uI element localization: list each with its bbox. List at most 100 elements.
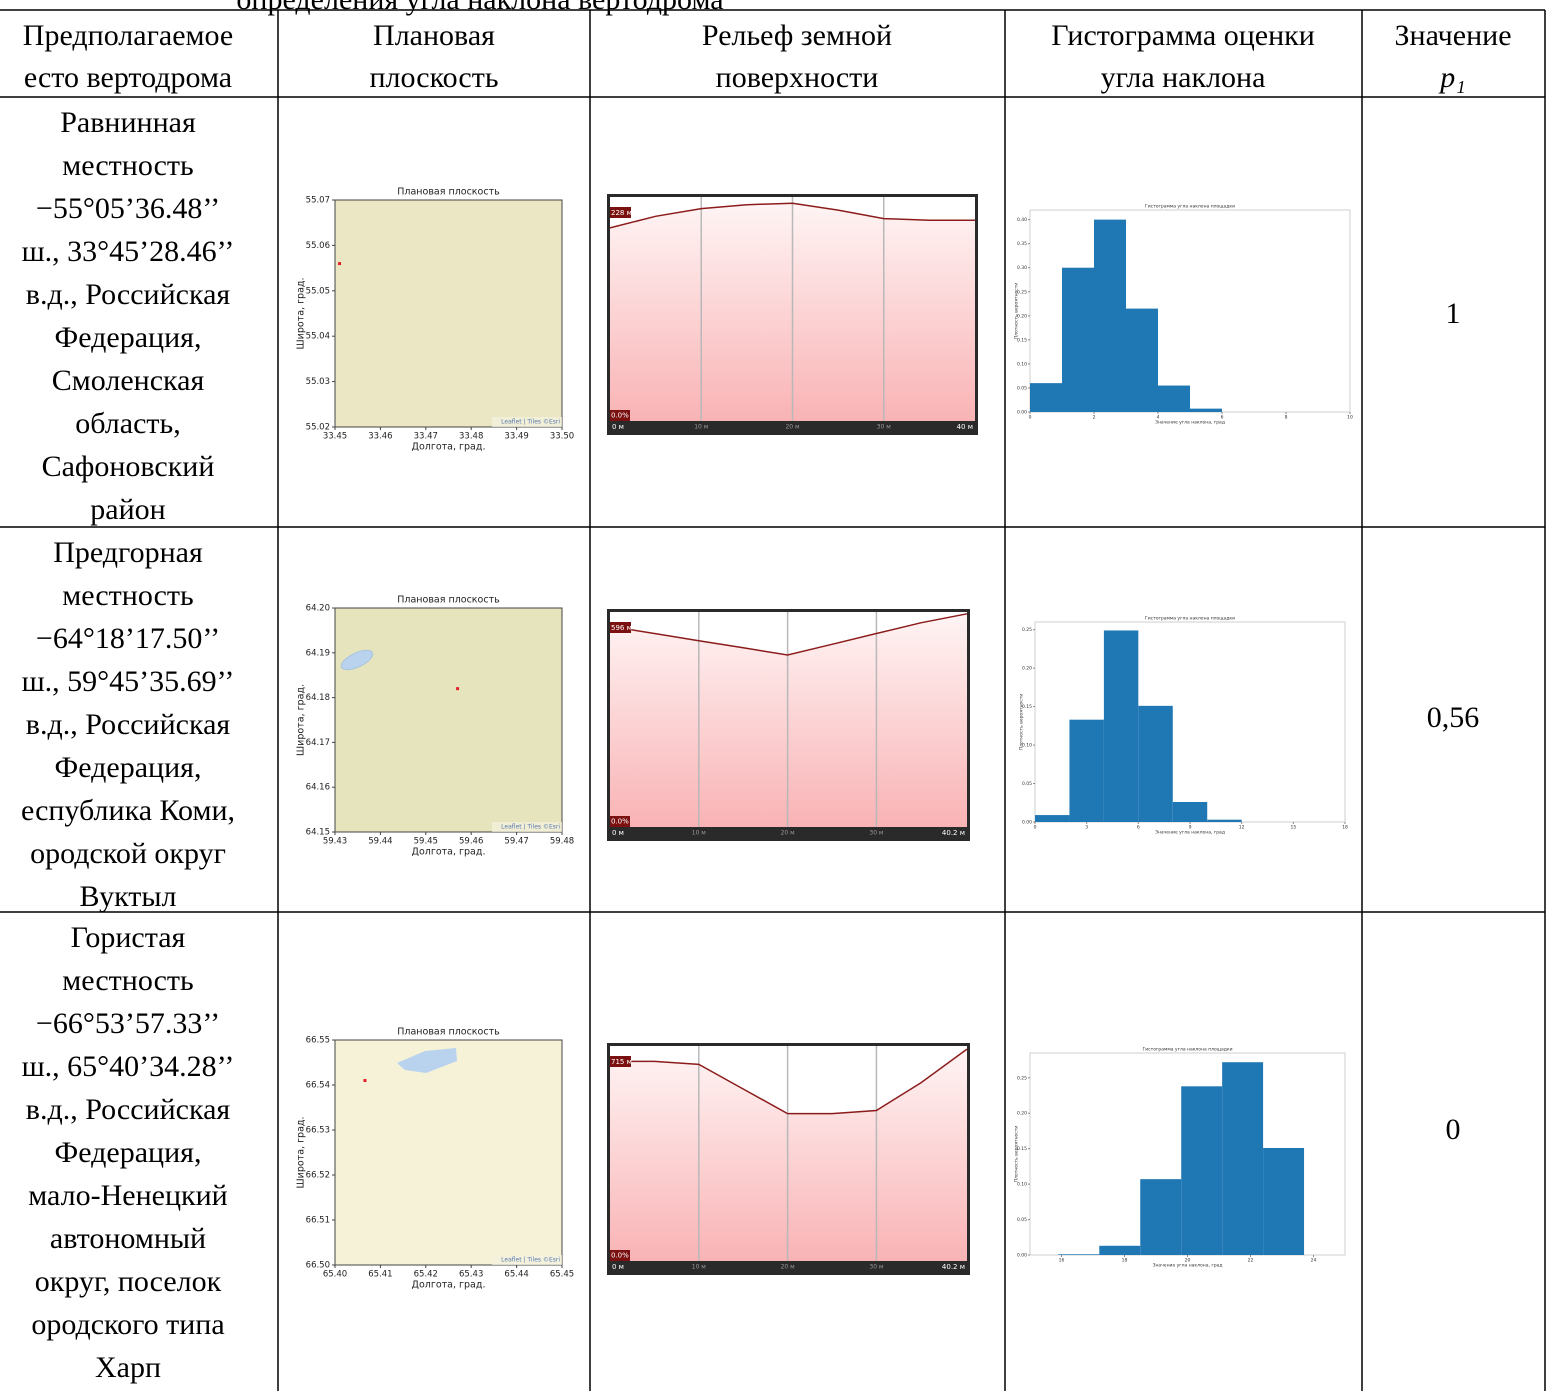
y-tick-label: 0.20 xyxy=(1022,666,1032,672)
y-tick-label: 64.16 xyxy=(306,783,330,793)
location-line: Федерация, xyxy=(55,751,202,784)
hist-bar xyxy=(1181,1086,1222,1255)
attribution: Leaflet | Tiles ©Esri xyxy=(501,419,560,426)
y-tick-label: 55.05 xyxy=(306,286,330,296)
x-tick-label: 6 xyxy=(1137,825,1140,831)
location-line: округ, поселок xyxy=(35,1265,222,1298)
x-tick-label: 40.2 м xyxy=(942,829,965,837)
location-line: Федерация, xyxy=(55,321,202,354)
y-tick-label: 55.06 xyxy=(306,241,330,251)
y-tick-label: 66.52 xyxy=(306,1171,330,1181)
hist-title: Гистограмма угла наклона площадки xyxy=(1145,204,1235,210)
y-tick-label: 66.53 xyxy=(306,1126,330,1136)
x-tick-label: 18 xyxy=(1122,1258,1128,1264)
y-axis-label: Плотность вероятности xyxy=(1019,694,1025,751)
map-tiles xyxy=(335,1040,562,1265)
hist-bar xyxy=(1035,815,1069,822)
header-cell: угла наклона xyxy=(1101,61,1266,94)
x-tick-label: 10 м xyxy=(692,1264,706,1271)
header-cell: Предполагаемое xyxy=(23,19,233,52)
x-tick-label: 33.47 xyxy=(414,432,438,442)
location-line: Сафоновский xyxy=(42,450,215,483)
x-axis-label: Долгота, град. xyxy=(412,1280,486,1291)
y-tick-label: 0.05 xyxy=(1022,781,1032,787)
x-tick-label: 0 м xyxy=(612,829,624,837)
x-tick-label: 40 м xyxy=(957,423,973,431)
x-tick-label: 16 xyxy=(1059,1258,1065,1264)
header-cell: Рельеф земной xyxy=(702,19,892,52)
hist-bar xyxy=(1222,1062,1263,1255)
attribution: Leaflet | Tiles ©Esri xyxy=(501,824,560,831)
header-cell: Гистограмма оценки xyxy=(1051,19,1315,52)
x-tick-label: 65.44 xyxy=(504,1270,528,1280)
x-tick-label: 33.48 xyxy=(459,432,483,442)
y-axis-label: Широта, град. xyxy=(296,684,307,756)
hist-bar xyxy=(1058,1254,1099,1255)
slope-label: 0.0% xyxy=(611,818,629,826)
location-line: местность xyxy=(62,149,193,182)
top-label: 228 м xyxy=(611,209,632,217)
location-line: ш., 33°45’28.46’’ xyxy=(22,235,235,268)
y-tick-label: 0.20 xyxy=(1017,1111,1027,1117)
location-line: ородской округ xyxy=(30,837,226,870)
hist-bar xyxy=(1099,1246,1140,1255)
x-tick-label: 59.47 xyxy=(504,837,528,847)
y-tick-label: 0.10 xyxy=(1017,361,1027,367)
y-tick-label: 55.04 xyxy=(306,332,330,342)
y-tick-label: 66.51 xyxy=(306,1216,330,1226)
location-line: автономный xyxy=(50,1222,206,1255)
y-axis-label: Широта, град. xyxy=(296,1116,307,1188)
y-tick-label: 64.17 xyxy=(306,738,330,748)
x-tick-label: 10 м xyxy=(694,424,708,431)
site-marker xyxy=(338,262,341,265)
location-line: −55°05’36.48’’ xyxy=(36,192,220,225)
p1-value: 0,56 xyxy=(1427,701,1480,734)
site-marker xyxy=(363,1079,366,1082)
x-tick-label: 33.45 xyxy=(323,432,347,442)
hist-title: Гистограмма угла наклона площадки xyxy=(1145,616,1235,622)
hist-bar xyxy=(1263,1148,1304,1255)
location-line: Гористая xyxy=(71,921,186,954)
hist-bar xyxy=(1140,1179,1181,1255)
slope-label: 0.0% xyxy=(611,1252,629,1260)
location-line: местность xyxy=(62,579,193,612)
hist-bar xyxy=(1173,802,1207,822)
y-tick-label: 0.25 xyxy=(1022,627,1032,633)
header-cell: поверхности xyxy=(716,61,879,94)
hist-bar xyxy=(1104,630,1138,822)
y-tick-label: 66.54 xyxy=(306,1081,330,1091)
hist-bar xyxy=(1126,309,1158,412)
x-axis-label: Значение угла наклона, град xyxy=(1153,1263,1223,1269)
x-tick-label: 65.40 xyxy=(323,1270,347,1280)
x-tick-label: 8 xyxy=(1285,415,1288,421)
x-tick-label: 65.45 xyxy=(550,1270,574,1280)
x-tick-label: 3 xyxy=(1085,825,1088,831)
location-line: в.д., Российская xyxy=(26,1093,231,1126)
x-axis-label: Значение угла наклона, град xyxy=(1155,830,1225,836)
x-tick-label: 59.48 xyxy=(550,837,574,847)
y-tick-label: 64.20 xyxy=(306,604,330,614)
x-tick-label: 59.44 xyxy=(368,837,392,847)
x-tick-label: 20 м xyxy=(781,1264,795,1271)
x-tick-label: 10 xyxy=(1347,415,1353,421)
y-tick-label: 0.30 xyxy=(1017,265,1027,271)
location-line: ш., 65°40’34.28’’ xyxy=(22,1050,235,1083)
location-line: в.д., Российская xyxy=(26,708,231,741)
location-line: −66°53’57.33’’ xyxy=(36,1007,220,1040)
location-line: −64°18’17.50’’ xyxy=(36,622,220,655)
location-line: Равнинная xyxy=(60,106,196,139)
plan-title: Плановая плоскость xyxy=(397,595,500,606)
header-cell: Значение xyxy=(1394,19,1511,52)
location-line: ородского типа xyxy=(31,1308,224,1341)
hist-bar xyxy=(1207,820,1241,822)
x-tick-label: 0 м xyxy=(612,1263,624,1271)
x-tick-label: 65.43 xyxy=(459,1270,483,1280)
x-axis-label: Долгота, град. xyxy=(412,847,486,858)
y-tick-label: 0.05 xyxy=(1017,385,1027,391)
y-tick-label: 0.00 xyxy=(1017,410,1027,416)
y-tick-label: 0.35 xyxy=(1017,241,1027,247)
location-line: ш., 59°45’35.69’’ xyxy=(22,665,235,698)
y-tick-label: 0.00 xyxy=(1017,1253,1027,1259)
slope-label: 0.0% xyxy=(611,412,629,420)
x-tick-label: 59.45 xyxy=(414,837,438,847)
